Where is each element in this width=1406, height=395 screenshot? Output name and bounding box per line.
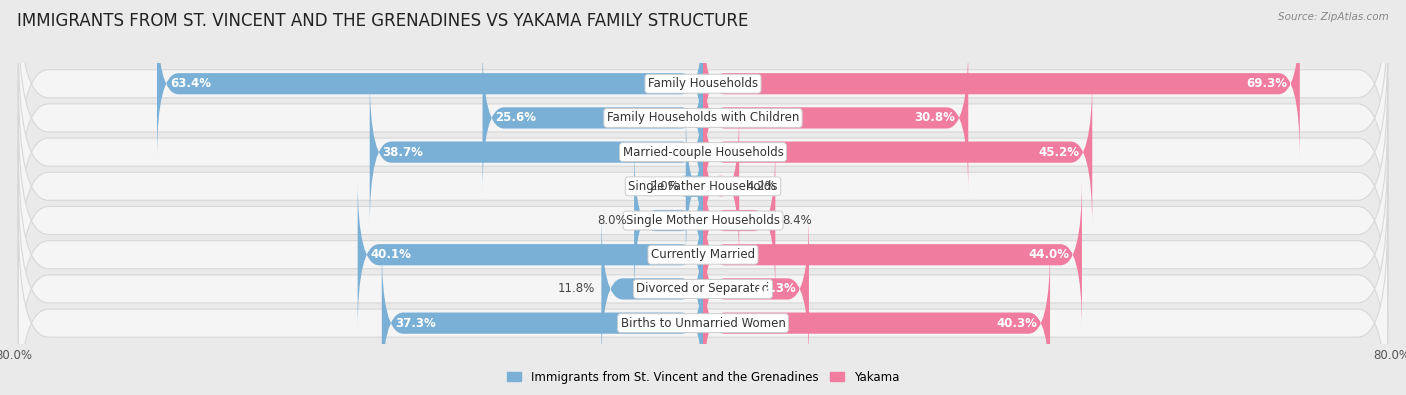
Text: 63.4%: 63.4%	[170, 77, 211, 90]
FancyBboxPatch shape	[18, 115, 1388, 326]
FancyBboxPatch shape	[357, 180, 703, 329]
FancyBboxPatch shape	[703, 248, 1050, 395]
Text: 37.3%: 37.3%	[395, 317, 436, 330]
Text: Single Father Households: Single Father Households	[628, 180, 778, 193]
Text: Births to Unmarried Women: Births to Unmarried Women	[620, 317, 786, 330]
FancyBboxPatch shape	[18, 0, 1388, 189]
FancyBboxPatch shape	[18, 47, 1388, 258]
FancyBboxPatch shape	[18, 217, 1388, 395]
FancyBboxPatch shape	[370, 77, 703, 227]
Text: Divorced or Separated: Divorced or Separated	[637, 282, 769, 295]
Text: 11.8%: 11.8%	[557, 282, 595, 295]
Text: 12.3%: 12.3%	[755, 282, 796, 295]
Text: 40.3%: 40.3%	[997, 317, 1038, 330]
FancyBboxPatch shape	[482, 43, 703, 193]
FancyBboxPatch shape	[18, 12, 1388, 224]
FancyBboxPatch shape	[703, 214, 808, 364]
FancyBboxPatch shape	[703, 111, 740, 261]
Text: 8.4%: 8.4%	[782, 214, 813, 227]
FancyBboxPatch shape	[703, 77, 1092, 227]
FancyBboxPatch shape	[634, 146, 703, 295]
FancyBboxPatch shape	[682, 111, 707, 261]
Text: IMMIGRANTS FROM ST. VINCENT AND THE GRENADINES VS YAKAMA FAMILY STRUCTURE: IMMIGRANTS FROM ST. VINCENT AND THE GREN…	[17, 12, 748, 30]
Text: Currently Married: Currently Married	[651, 248, 755, 261]
Text: Single Mother Households: Single Mother Households	[626, 214, 780, 227]
Text: Married-couple Households: Married-couple Households	[623, 146, 783, 159]
Text: 8.0%: 8.0%	[598, 214, 627, 227]
Text: 2.0%: 2.0%	[650, 180, 679, 193]
Text: 69.3%: 69.3%	[1246, 77, 1286, 90]
Text: 45.2%: 45.2%	[1039, 146, 1080, 159]
Text: 4.2%: 4.2%	[747, 180, 776, 193]
Text: Family Households: Family Households	[648, 77, 758, 90]
Text: 40.1%: 40.1%	[371, 248, 412, 261]
FancyBboxPatch shape	[18, 149, 1388, 360]
Text: 38.7%: 38.7%	[382, 146, 423, 159]
FancyBboxPatch shape	[18, 183, 1388, 395]
FancyBboxPatch shape	[703, 180, 1083, 329]
FancyBboxPatch shape	[703, 146, 775, 295]
Legend: Immigrants from St. Vincent and the Grenadines, Yakama: Immigrants from St. Vincent and the Gren…	[502, 366, 904, 388]
FancyBboxPatch shape	[602, 214, 703, 364]
Text: 30.8%: 30.8%	[914, 111, 955, 124]
Text: Source: ZipAtlas.com: Source: ZipAtlas.com	[1278, 12, 1389, 22]
Text: 25.6%: 25.6%	[495, 111, 537, 124]
FancyBboxPatch shape	[703, 43, 969, 193]
FancyBboxPatch shape	[18, 81, 1388, 292]
FancyBboxPatch shape	[703, 9, 1299, 159]
FancyBboxPatch shape	[382, 248, 703, 395]
FancyBboxPatch shape	[157, 9, 703, 159]
Text: Family Households with Children: Family Households with Children	[607, 111, 799, 124]
Text: 44.0%: 44.0%	[1028, 248, 1069, 261]
